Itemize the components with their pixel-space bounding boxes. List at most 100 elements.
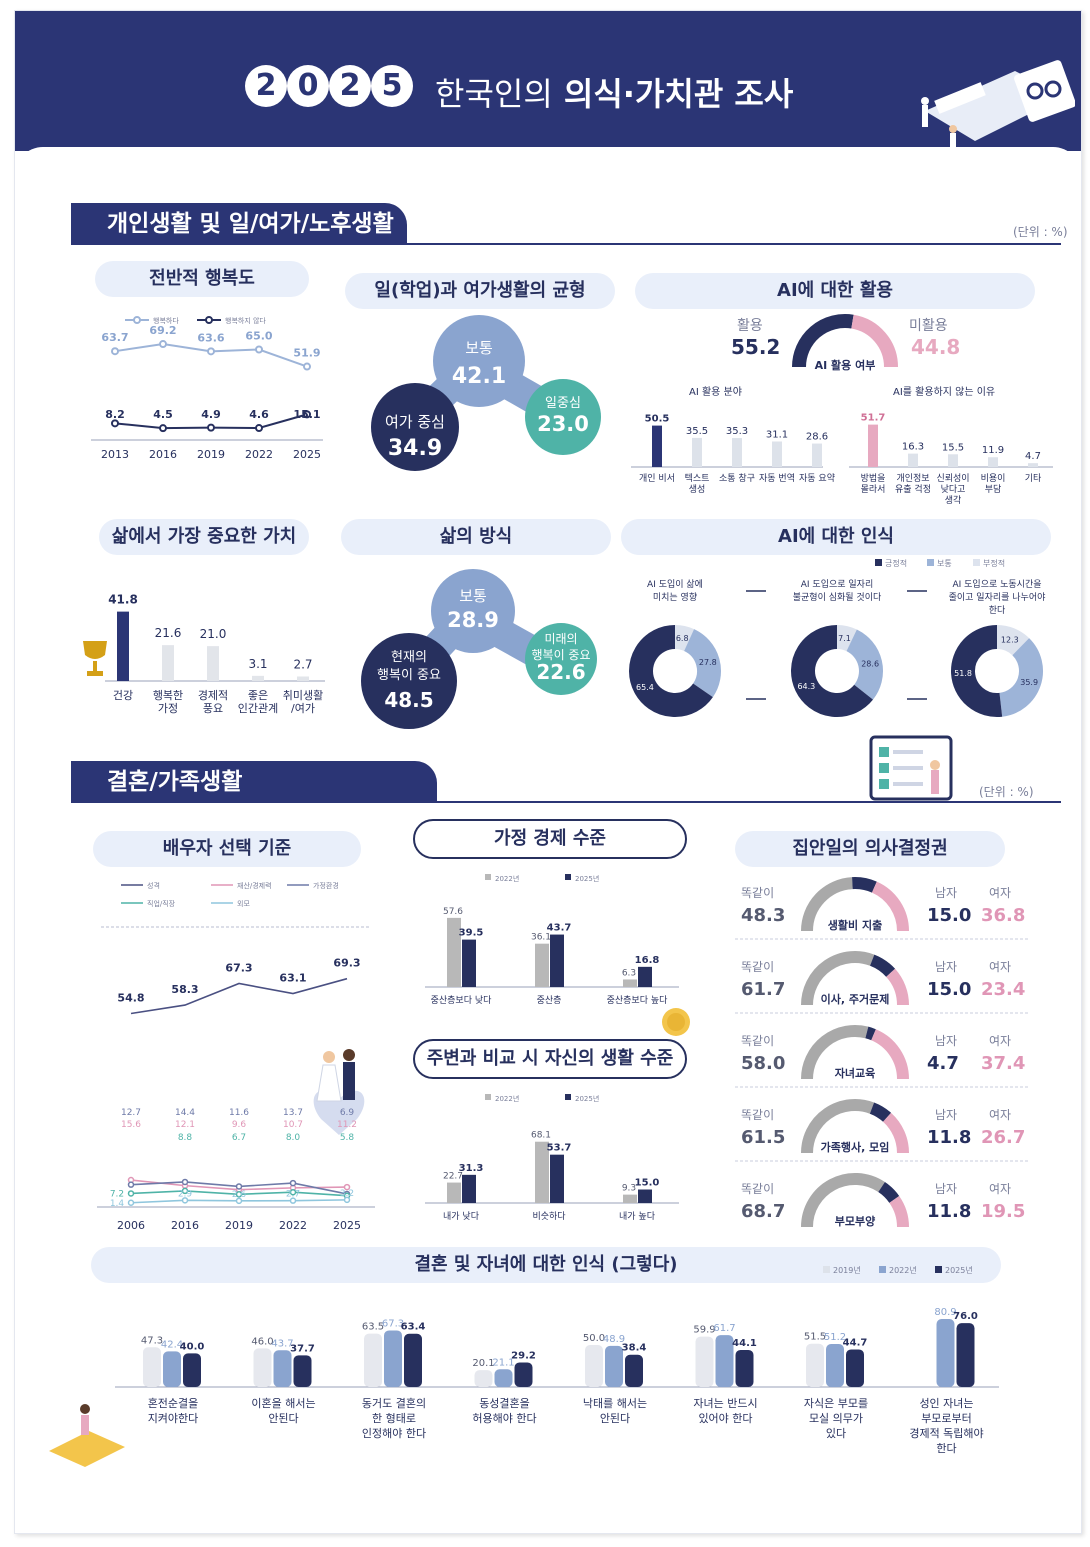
data-label: 51.8 — [954, 669, 972, 678]
male-label: 남자 — [935, 960, 957, 974]
bar — [826, 1343, 844, 1387]
bar — [535, 943, 549, 987]
male-label: 남자 — [935, 1108, 957, 1122]
male-value: 15.0 — [927, 905, 971, 926]
female-label: 여자 — [989, 1182, 1011, 1196]
data-point — [303, 410, 311, 419]
data-label: 2.6 — [232, 1190, 247, 1200]
gauge-segment — [889, 1195, 909, 1228]
ai-use-title: AI에 대한 활용 — [635, 273, 1035, 309]
gauge-segment — [871, 881, 909, 932]
section-personal-tab: 개인생활 및 일/여가/노후생활 — [71, 203, 407, 245]
category-label: 자동 번역 — [759, 473, 795, 484]
legend-item: 2019년 — [833, 1265, 861, 1275]
category-label: 한 형태로 — [372, 1412, 416, 1425]
data-label: 3.2 — [340, 1189, 354, 1199]
bubble-value: 22.6 — [536, 660, 585, 684]
marriage-title: 결혼 및 자녀에 대한 인식 (그렇다) — [91, 1247, 1001, 1283]
ai-unused-value: 44.8 — [911, 335, 961, 359]
gauge-label: 생활비 지출 — [828, 918, 882, 932]
bar — [364, 1333, 382, 1387]
bar — [988, 457, 998, 467]
gauge-segment — [865, 1026, 876, 1041]
data-label: 69.3 — [333, 957, 360, 970]
category-label: 행복한 — [153, 689, 183, 702]
data-label: 28.6 — [861, 659, 879, 668]
data-label: 29.2 — [511, 1350, 536, 1361]
data-label: 59.9 — [693, 1325, 715, 1336]
gauge-used-arc — [792, 314, 854, 368]
ai-perception-title: AI에 대한 인식 — [621, 519, 1051, 555]
data-label: 44.1 — [732, 1338, 757, 1349]
category-label: 비슷하다 — [532, 1211, 566, 1222]
donut-slice — [791, 625, 873, 717]
bubble-value: 42.1 — [452, 364, 506, 389]
female-value: 26.7 — [981, 1127, 1025, 1148]
tick-label: 2022 — [245, 448, 273, 461]
category-label: 중산층 — [537, 995, 562, 1006]
same-label: 똑같이 — [741, 1034, 774, 1048]
category-label: 생성 — [689, 484, 706, 495]
gauge-segment — [869, 1102, 892, 1122]
data-label: 9.6 — [232, 1120, 247, 1130]
donut-slice — [951, 625, 1003, 717]
data-label: 21.1 — [492, 1357, 514, 1368]
category-label: 몰라서 — [861, 484, 886, 495]
ai-reasons-title: AI를 활용하지 않는 이유 — [893, 387, 996, 398]
bubble-label: 행복이 중요 — [377, 667, 441, 683]
bar — [956, 1323, 975, 1387]
section-divider — [71, 243, 1061, 245]
category-label: 있다 — [826, 1427, 846, 1440]
data-label: 57.6 — [443, 907, 463, 917]
legend-item: 성격 — [147, 881, 160, 890]
tick-label: 2025 — [333, 1219, 361, 1232]
data-label: 67.3 — [225, 961, 252, 974]
bar — [252, 675, 264, 681]
legend-item: 2025년 — [945, 1265, 973, 1275]
donut-title: 한다 — [989, 605, 1006, 616]
data-label: 8.8 — [178, 1133, 193, 1143]
data-label: 37.7 — [290, 1343, 315, 1354]
data-label: 10.7 — [283, 1120, 303, 1130]
data-label: 15.0 — [635, 1178, 660, 1189]
category-label: 안된다 — [268, 1412, 298, 1425]
person-on-tile-icon — [49, 1404, 125, 1467]
category-label: 풍요 — [203, 702, 223, 715]
data-point — [207, 347, 215, 356]
bubble-value: 28.9 — [447, 608, 499, 632]
data-point — [127, 1199, 135, 1207]
data-label: 50.0 — [583, 1333, 605, 1344]
data-label: 51.2 — [824, 1332, 846, 1343]
data-label: 2.9 — [178, 1189, 193, 1199]
data-label: 54.8 — [117, 991, 144, 1004]
data-label: 67.3 — [382, 1318, 404, 1329]
data-point — [343, 1183, 351, 1191]
data-point — [343, 1196, 351, 1204]
gauge-label: 부모부양 — [835, 1214, 875, 1228]
data-label: 16.8 — [635, 955, 660, 966]
data-label: 35.3 — [726, 426, 748, 437]
category-label: 경제적 — [198, 689, 228, 702]
female-label: 여자 — [989, 960, 1011, 974]
donut-slice — [836, 625, 857, 652]
data-label: 44.7 — [843, 1337, 868, 1348]
bar — [585, 1345, 603, 1387]
legend-item: 보통 — [937, 559, 952, 568]
tick-label: 2013 — [101, 448, 129, 461]
legend-item: 2025년 — [575, 1094, 599, 1103]
data-label: 76.0 — [953, 1311, 978, 1322]
same-value: 61.7 — [741, 979, 785, 1000]
coin-icon — [662, 1008, 690, 1036]
bar — [550, 934, 564, 987]
bar — [253, 1348, 272, 1387]
data-point — [127, 1181, 135, 1188]
bubble-label: 여가 중심 — [385, 413, 445, 431]
bar — [183, 1353, 201, 1387]
data-label: 6.8 — [676, 634, 689, 643]
category-label: 혼전순결을 — [148, 1397, 199, 1410]
category-label: 낙태를 해서는 — [583, 1396, 647, 1410]
category-label: 취미생활 — [283, 688, 323, 702]
bubble-label: 보통 — [465, 339, 493, 357]
